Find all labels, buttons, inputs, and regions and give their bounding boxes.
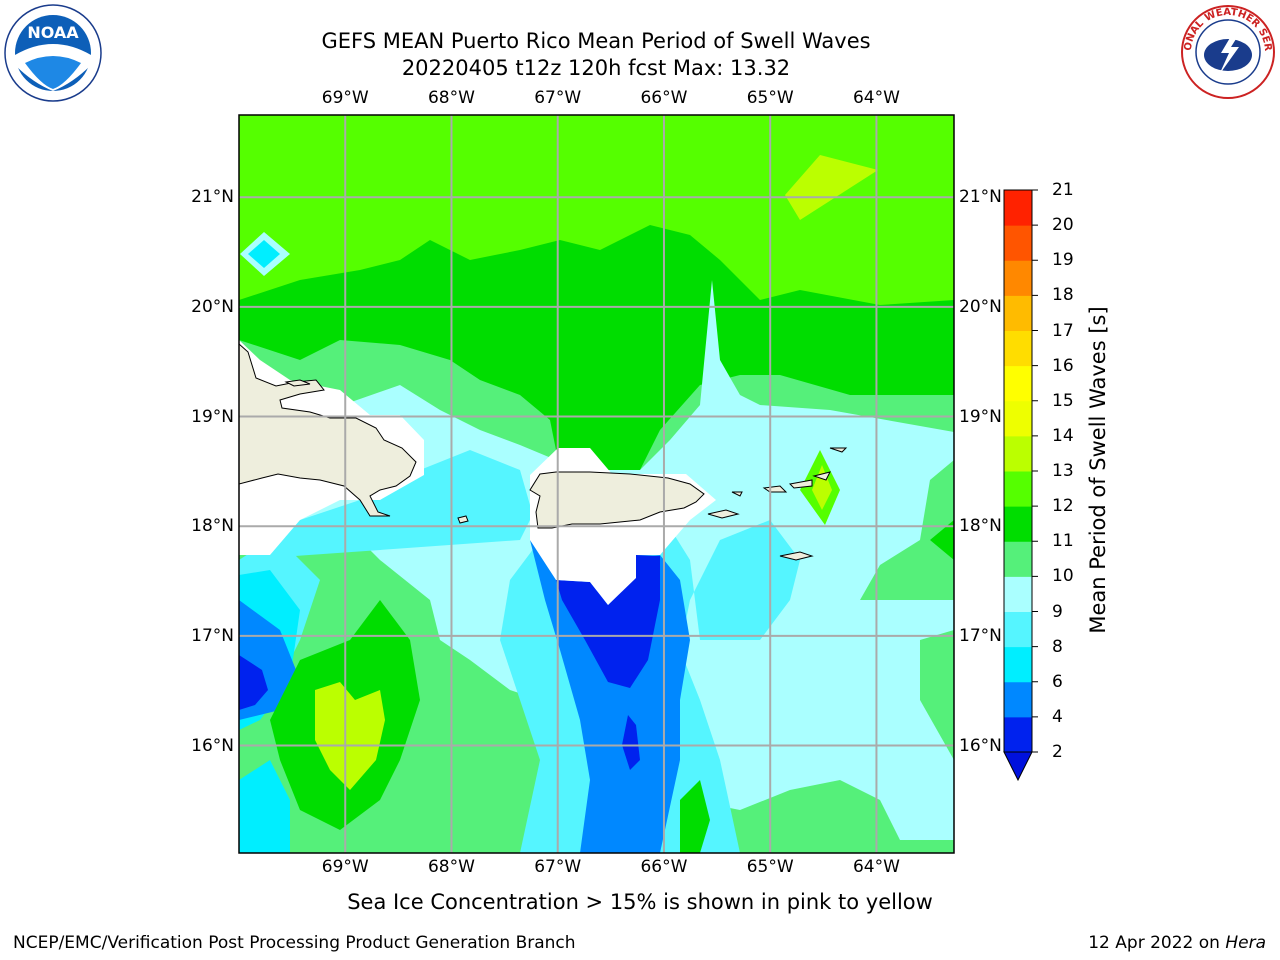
colorbar-segment: [1004, 400, 1032, 437]
field-diamond-nw-inner: [248, 240, 280, 268]
colorbar-segment: [1004, 541, 1032, 577]
lon-label: 66°W: [640, 857, 688, 877]
land-vieques: [707, 509, 740, 519]
colorbar: [1003, 189, 1038, 782]
land-culebra: [731, 491, 743, 497]
field-10-11-se: [680, 780, 710, 853]
gridlines: [239, 115, 954, 853]
lat-label: 16°N: [959, 735, 1002, 756]
lat-label: 17°N: [191, 625, 234, 646]
land-mona: [457, 515, 469, 524]
colorbar-segment: [1004, 576, 1032, 612]
footer-branch: NCEP/EMC/Verification Post Processing Pr…: [13, 933, 576, 953]
lat-label: 19°N: [959, 406, 1002, 427]
land-anegada: [829, 447, 848, 453]
colorbar-label: Mean Period of Swell Waves [s]: [1086, 306, 1110, 634]
colorbar-segment: [1004, 716, 1032, 753]
lat-label: 18°N: [191, 516, 234, 537]
lon-label: 69°W: [321, 857, 369, 877]
colorbar-tick-label: 6: [1052, 671, 1063, 692]
colorbar-segment: [1004, 506, 1032, 542]
colorbar-segment: [1004, 225, 1032, 261]
lon-label: 65°W: [746, 857, 794, 877]
field-below-2-south: [622, 715, 640, 770]
colorbar-tick-label: 12: [1052, 496, 1074, 517]
colorbar-segment: [1004, 330, 1032, 367]
lat-label: 17°N: [959, 625, 1002, 646]
lon-label: 68°W: [427, 857, 475, 877]
colorbar-tick-label: 11: [1052, 531, 1074, 552]
field-12-13-south: [315, 682, 385, 790]
colorbar-tick-label: 17: [1052, 320, 1074, 341]
field-12-13-north: [785, 155, 878, 220]
chart-subtitle: 20220405 t12z 120h fcst Max: 13.32: [401, 56, 791, 80]
land-puerto-rico: [529, 471, 705, 529]
land-tortola: [788, 479, 813, 489]
colorbar-segment: [1004, 435, 1032, 472]
colorbar-segment: [1004, 295, 1032, 331]
lon-label: 66°W: [640, 88, 688, 108]
colorbar-segment: [1004, 681, 1032, 718]
colorbar-tick-label: 21: [1052, 180, 1074, 200]
land-hispaniola: [239, 343, 417, 517]
chart-title: GEFS MEAN Puerto Rico Mean Period of Swe…: [321, 29, 871, 53]
noaa-logo: NOAA: [3, 3, 103, 103]
land-virgin-gorda: [812, 471, 831, 481]
field-11-12-north: [239, 115, 954, 305]
colorbar-segment: [1004, 260, 1032, 296]
colorbar-segment: [1004, 646, 1032, 683]
colorbar-segment: [1004, 471, 1032, 507]
svg-text:NOAA: NOAA: [27, 23, 79, 42]
colorbar-tick-label: 15: [1052, 390, 1074, 411]
lon-label: 67°W: [534, 88, 582, 108]
lat-label: 21°N: [191, 187, 234, 208]
footer-date: 12 Apr 2022 on Hera: [1088, 933, 1266, 953]
swell-period-field: [239, 115, 954, 853]
colorbar-underflow: [1003, 751, 1033, 782]
lat-label: 16°N: [191, 735, 234, 756]
lat-label: 21°N: [959, 187, 1002, 208]
colorbar-tick-label: 4: [1052, 706, 1063, 727]
lat-label: 20°N: [191, 296, 234, 317]
colorbar-segment: [1004, 611, 1032, 648]
map-frame: [238, 114, 955, 854]
colorbar-tick-label: 9: [1052, 601, 1063, 622]
lat-label: 19°N: [191, 406, 234, 427]
field-12-13-east: [812, 465, 832, 510]
colorbar-tick-label: 2: [1052, 742, 1063, 762]
colorbar-tick-label: 19: [1052, 250, 1074, 271]
land-tortue: [284, 379, 311, 387]
colorbar-tick-label: 8: [1052, 636, 1063, 657]
land-st-croix: [779, 551, 814, 561]
footer-date-text: 12 Apr 2022 on: [1088, 933, 1226, 953]
nws-logo: NATIONAL WEATHER SERVICE: [1175, 0, 1277, 101]
lon-label: 64°W: [852, 857, 900, 877]
lon-label: 64°W: [852, 88, 900, 108]
lon-label: 65°W: [746, 88, 794, 108]
field-below-2-west: [239, 655, 268, 710]
colorbar-segment: [1004, 190, 1032, 226]
colorbar-tick-label: 13: [1052, 461, 1074, 481]
field-below-2-central: [556, 555, 660, 688]
footer-host: Hera: [1225, 933, 1266, 953]
colorbar-tick-label: 20: [1052, 215, 1074, 236]
colorbar-tick-label: 10: [1052, 566, 1074, 587]
lon-label: 69°W: [321, 88, 369, 108]
lon-label: 68°W: [427, 88, 475, 108]
lat-label: 18°N: [959, 516, 1002, 537]
colorbar-segment: [1004, 365, 1032, 402]
lat-label: 20°N: [959, 296, 1002, 317]
field-4-6-south: [239, 760, 290, 853]
lon-label: 67°W: [534, 857, 582, 877]
colorbar-tick-label: 18: [1052, 285, 1074, 306]
colorbar-tick-label: 14: [1052, 425, 1074, 446]
colorbar-tick-label: 16: [1052, 355, 1074, 376]
sea-ice-note: Sea Ice Concentration > 15% is shown in …: [347, 890, 933, 914]
